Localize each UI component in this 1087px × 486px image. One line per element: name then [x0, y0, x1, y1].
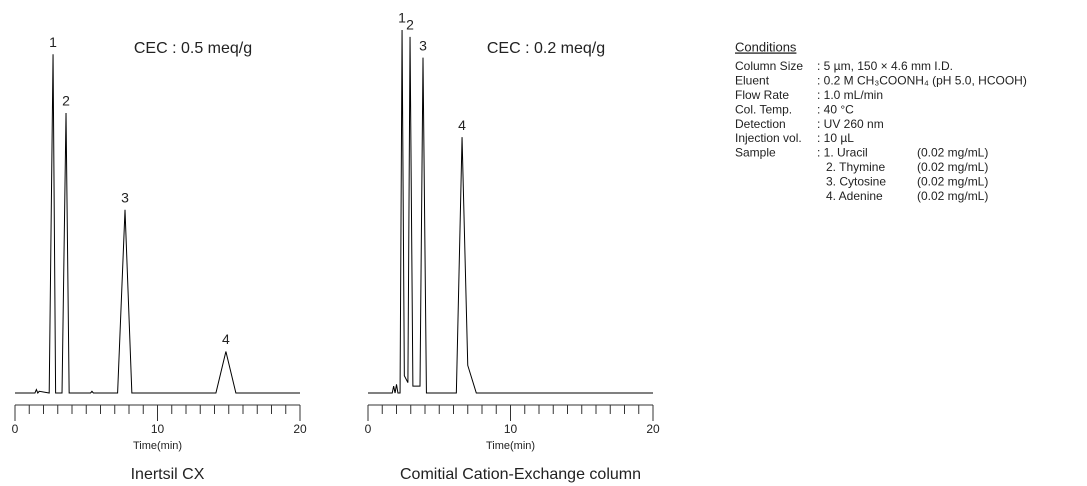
condition-label: Col. Temp. — [735, 102, 792, 116]
x-axis-label: Time(min) — [486, 440, 535, 452]
condition-label: Column Size — [735, 59, 803, 73]
chromatogram-trace — [15, 54, 300, 394]
peak-label: 2 — [406, 17, 414, 33]
peak-label: 3 — [419, 37, 427, 53]
conditions-heading: Conditions — [735, 39, 797, 54]
chart-caption: Inertsil CX — [131, 466, 205, 483]
x-axis-label: Time(min) — [133, 440, 182, 452]
condition-label: Sample — [735, 146, 776, 160]
x-tick-label: 20 — [646, 422, 660, 436]
cec-annotation: CEC : 0.2 meq/g — [487, 40, 605, 57]
condition-value: : 0.2 M CH₃COONH₄ (pH 5.0, HCOOH) — [817, 74, 1027, 88]
condition-label: Eluent — [735, 74, 770, 88]
condition-label: Detection — [735, 117, 786, 131]
condition-value: : 10 µL — [817, 131, 854, 145]
peak-label: 4 — [222, 331, 230, 347]
sample-concentration: (0.02 mg/mL) — [917, 146, 988, 160]
sample-name: 2. Thymine — [826, 160, 885, 174]
condition-label: Injection vol. — [735, 131, 802, 145]
condition-value: : 1.0 mL/min — [817, 88, 883, 102]
sample-name: 3. Cytosine — [826, 174, 886, 188]
x-tick-label: 20 — [293, 422, 307, 436]
condition-label: Flow Rate — [735, 88, 789, 102]
condition-value: : 40 °C — [817, 102, 854, 116]
sample-name: 4. Adenine — [826, 189, 883, 203]
x-tick-label: 0 — [12, 422, 19, 436]
condition-value: : UV 260 nm — [817, 117, 884, 131]
chart-caption: Comitial Cation-Exchange column — [400, 466, 641, 483]
peak-label: 4 — [458, 117, 466, 133]
peak-label: 1 — [49, 34, 57, 50]
sample-concentration: (0.02 mg/mL) — [917, 174, 988, 188]
peak-label: 2 — [62, 93, 70, 109]
chromatogram-trace — [368, 29, 653, 394]
condition-value: : 5 µm, 150 × 4.6 mm I.D. — [817, 59, 953, 73]
peak-label: 1 — [398, 10, 406, 26]
x-tick-label: 0 — [365, 422, 372, 436]
x-tick-label: 10 — [151, 422, 165, 436]
peak-label: 3 — [121, 189, 129, 205]
sample-name: : 1. Uracil — [817, 146, 868, 160]
x-tick-label: 10 — [504, 422, 518, 436]
sample-concentration: (0.02 mg/mL) — [917, 160, 988, 174]
sample-concentration: (0.02 mg/mL) — [917, 189, 988, 203]
cec-annotation: CEC : 0.5 meq/g — [134, 40, 252, 57]
